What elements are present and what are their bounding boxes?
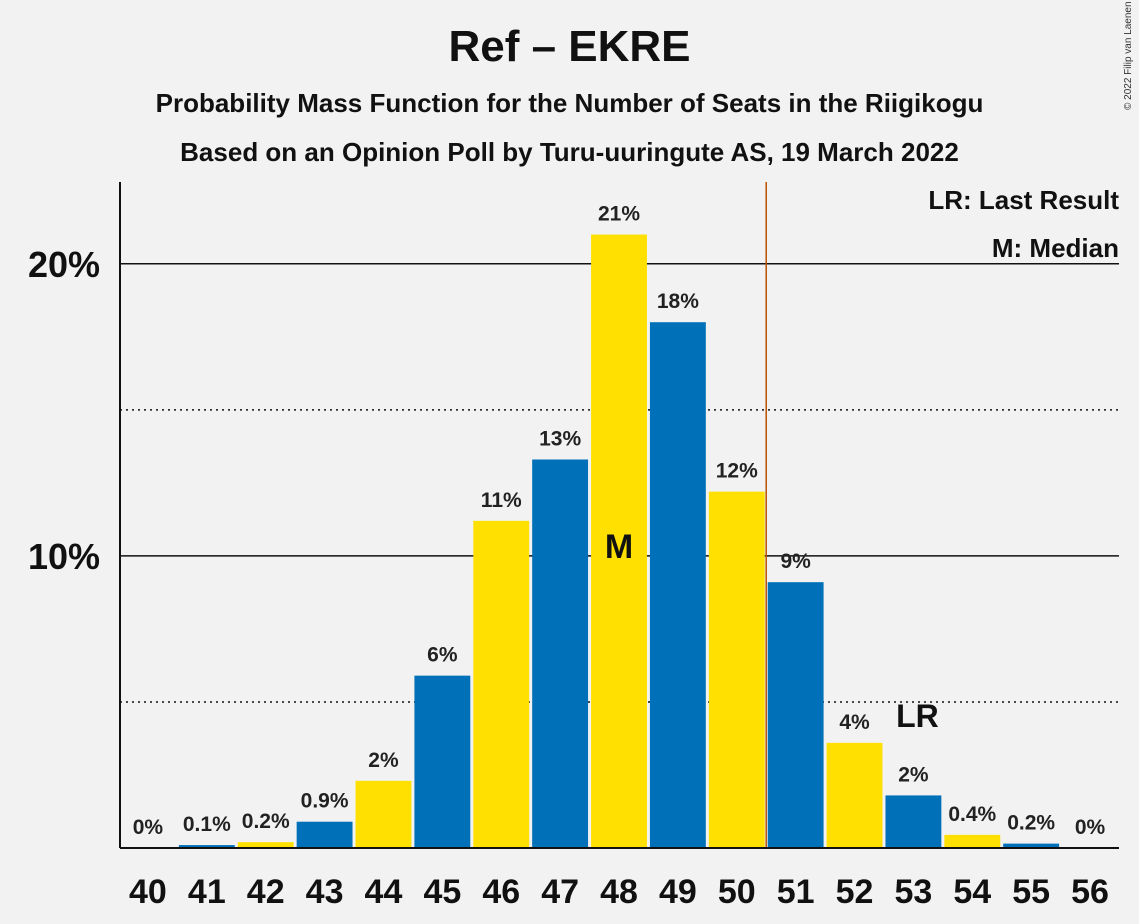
bar	[355, 780, 412, 848]
bar	[414, 675, 471, 848]
bar-value-label: 0%	[133, 816, 164, 839]
bar-value-label: 0.1%	[183, 813, 231, 836]
bar-value-label: 12%	[716, 460, 758, 483]
bar	[473, 520, 530, 848]
bar-value-label: 6%	[427, 644, 458, 667]
x-tick-label: 47	[541, 873, 579, 911]
bar-value-label: 0.9%	[301, 790, 349, 813]
x-tick-label: 50	[718, 873, 756, 911]
legend-median: M: Median	[992, 233, 1119, 263]
bar	[944, 834, 1001, 848]
chart-subtitle: Probability Mass Function for the Number…	[155, 88, 984, 118]
bar	[767, 582, 824, 848]
x-tick-label: 52	[836, 873, 874, 911]
x-tick-label: 55	[1012, 873, 1050, 911]
x-tick-label: 44	[365, 873, 403, 911]
x-tick-label: 48	[600, 873, 638, 911]
bar-value-label: 21%	[598, 203, 640, 226]
bar	[885, 795, 942, 848]
bar	[708, 491, 765, 848]
bar-value-label: 13%	[539, 428, 581, 451]
x-tick-label: 42	[247, 873, 285, 911]
last-result-marker: LR	[896, 698, 939, 734]
bar-value-label: 2%	[368, 749, 399, 772]
y-tick-label: 10%	[28, 536, 100, 577]
bar	[237, 842, 294, 848]
x-tick-label: 40	[129, 873, 167, 911]
bar-value-label: 0.2%	[1007, 812, 1055, 835]
bar	[532, 459, 589, 848]
chart-title: Ref – EKRE	[448, 22, 691, 71]
x-tick-label: 56	[1071, 873, 1109, 911]
legend-last-result: LR: Last Result	[928, 185, 1119, 215]
bar	[649, 322, 706, 848]
bar-value-label: 2%	[898, 763, 929, 786]
y-tick-label: 20%	[28, 244, 100, 285]
x-tick-label: 41	[188, 873, 226, 911]
bar-value-label: 0.2%	[242, 810, 290, 833]
bar-value-label: 4%	[839, 711, 870, 734]
bar-value-label: 0%	[1075, 816, 1106, 839]
x-tick-label: 49	[659, 873, 697, 911]
bar-value-label: 0.4%	[948, 803, 996, 826]
x-tick-label: 43	[306, 873, 344, 911]
x-tick-label: 54	[953, 873, 991, 911]
x-tick-label: 46	[482, 873, 520, 911]
bar	[296, 821, 353, 848]
x-tick-label: 53	[894, 873, 932, 911]
bar	[826, 742, 883, 848]
x-tick-label: 45	[423, 873, 461, 911]
bar-value-label: 11%	[481, 489, 522, 512]
chart-source: Based on an Opinion Poll by Turu-uuringu…	[180, 137, 959, 167]
bar	[591, 234, 647, 848]
bar-value-label: 18%	[657, 290, 699, 313]
bar-value-label: 9%	[780, 550, 811, 573]
bar	[178, 845, 235, 848]
median-marker: M	[605, 528, 633, 566]
x-tick-label: 51	[777, 873, 815, 911]
bar	[1003, 843, 1060, 848]
